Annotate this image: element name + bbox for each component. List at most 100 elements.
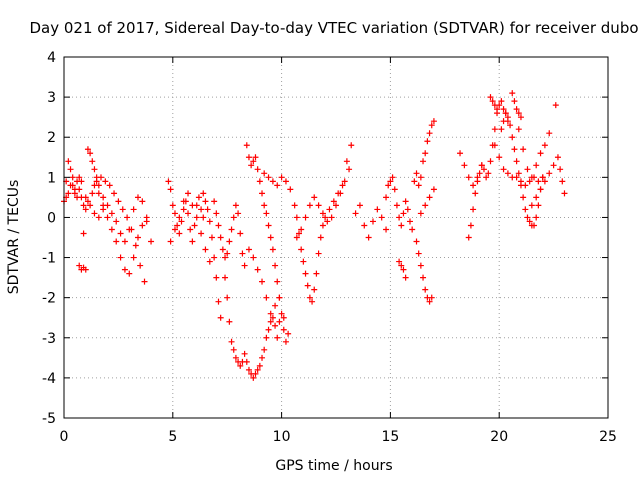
data-point — [361, 222, 368, 229]
data-point — [137, 262, 144, 269]
data-point — [282, 338, 289, 345]
data-point — [383, 226, 390, 233]
data-point — [326, 206, 333, 213]
data-point — [245, 366, 252, 373]
data-point — [528, 174, 535, 181]
data-point — [322, 214, 329, 221]
data-point — [97, 174, 104, 181]
data-point — [232, 354, 239, 361]
data-point — [480, 166, 487, 173]
data-point — [261, 346, 268, 353]
data-point — [298, 226, 305, 233]
data-point — [106, 182, 113, 189]
data-point — [237, 362, 244, 369]
data-point — [202, 198, 209, 205]
data-point — [478, 162, 485, 169]
data-point — [113, 218, 120, 225]
data-point — [513, 174, 520, 181]
data-point — [406, 218, 413, 225]
data-point — [267, 234, 274, 241]
data-point — [263, 294, 270, 301]
data-point — [254, 166, 261, 173]
data-point — [187, 226, 194, 233]
data-point — [222, 254, 229, 261]
data-point — [82, 266, 89, 273]
data-point — [206, 218, 213, 225]
data-point — [324, 218, 331, 225]
data-point — [537, 150, 544, 157]
y-tick-label: -1 — [42, 251, 56, 267]
data-point — [115, 198, 122, 205]
data-point — [559, 178, 566, 185]
data-point — [422, 202, 429, 209]
data-point — [470, 206, 477, 213]
data-point — [256, 178, 263, 185]
data-point — [426, 130, 433, 137]
data-point — [509, 134, 516, 141]
plot-frame — [63, 56, 609, 419]
data-point — [80, 230, 87, 237]
data-point — [302, 214, 309, 221]
data-point — [278, 174, 285, 181]
data-point — [498, 98, 505, 105]
data-point — [396, 214, 403, 221]
data-point — [535, 202, 542, 209]
data-point — [398, 222, 405, 229]
data-point — [309, 298, 316, 305]
data-point — [546, 170, 553, 177]
data-point — [126, 226, 133, 233]
data-point — [130, 254, 137, 261]
data-point — [141, 278, 148, 285]
data-point — [520, 146, 527, 153]
data-point — [293, 214, 300, 221]
data-point — [189, 202, 196, 209]
data-point — [185, 210, 192, 217]
data-point — [526, 218, 533, 225]
data-point — [517, 114, 524, 121]
data-point — [483, 174, 490, 181]
data-point — [426, 298, 433, 305]
data-point — [457, 150, 464, 157]
data-point — [259, 278, 266, 285]
data-point — [230, 214, 237, 221]
y-tick-label: -4 — [42, 371, 56, 387]
data-point — [87, 150, 94, 157]
data-point — [82, 194, 89, 201]
data-point — [470, 182, 477, 189]
data-point — [504, 170, 511, 177]
data-point — [65, 158, 72, 165]
y-tick-label: 1 — [47, 170, 56, 186]
data-point — [276, 294, 283, 301]
data-point — [269, 314, 276, 321]
data-point — [313, 270, 320, 277]
data-point — [265, 222, 272, 229]
data-point — [180, 198, 187, 205]
data-point — [254, 266, 261, 273]
data-point — [213, 274, 220, 281]
data-point — [343, 158, 350, 165]
data-point — [520, 194, 527, 201]
data-point — [248, 162, 255, 169]
data-point — [500, 106, 507, 113]
data-point — [261, 202, 268, 209]
data-point — [413, 170, 420, 177]
data-point — [420, 274, 427, 281]
data-point — [485, 170, 492, 177]
data-point — [420, 158, 427, 165]
data-point — [213, 210, 220, 217]
data-point — [265, 174, 272, 181]
data-point — [245, 246, 252, 253]
x-tick-label: 20 — [490, 429, 508, 445]
data-point — [311, 194, 318, 201]
data-point — [276, 318, 283, 325]
data-point — [417, 262, 424, 269]
data-point — [306, 202, 313, 209]
data-point — [426, 194, 433, 201]
data-point — [330, 198, 337, 205]
data-point — [476, 170, 483, 177]
data-point — [494, 106, 501, 113]
data-point — [491, 126, 498, 133]
data-point — [498, 126, 505, 133]
data-point — [528, 202, 535, 209]
data-point — [500, 118, 507, 125]
